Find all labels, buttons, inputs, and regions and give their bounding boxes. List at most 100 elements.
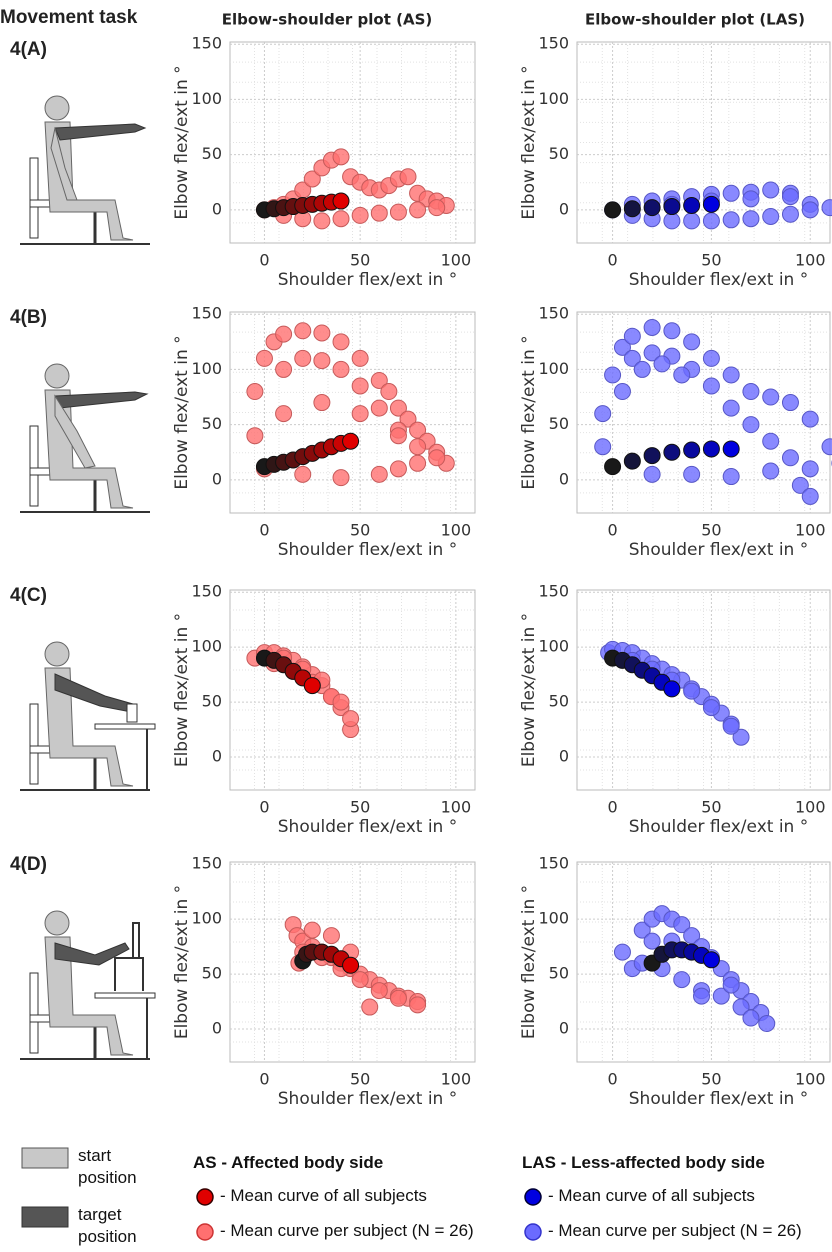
subject-point — [613, 943, 631, 961]
column-title: Elbow-shoulder plot (AS) — [222, 11, 432, 29]
mean-point — [604, 201, 622, 219]
arm — [54, 123, 147, 141]
y-tick-label: 100 — [191, 359, 222, 378]
subject-point — [663, 212, 681, 230]
x-axis-label: Shoulder flex/ext in ° — [278, 817, 457, 837]
subject-point — [821, 438, 832, 456]
body — [44, 936, 134, 1056]
subject-point — [722, 366, 740, 384]
y-axis-label: Elbow flex/ext in ° — [172, 65, 192, 219]
legend-subject-las — [524, 1223, 542, 1241]
y-tick-label: 150 — [538, 304, 569, 323]
subject-point — [742, 416, 760, 434]
subject-point — [389, 399, 407, 417]
x-tick-label: 50 — [350, 521, 370, 540]
subject-point — [722, 468, 740, 486]
subject-point — [623, 327, 641, 345]
y-tick-label: 100 — [191, 909, 222, 928]
mean-point — [663, 443, 681, 461]
table — [94, 992, 156, 999]
y-tick-label: 150 — [191, 34, 222, 53]
legend-as-subject: - Mean curve per subject (N = 26) — [220, 1221, 474, 1240]
chair — [29, 425, 39, 507]
y-tick-label: 0 — [559, 747, 569, 766]
legend-target: target position — [78, 1205, 137, 1246]
subject-point — [370, 982, 388, 1000]
subject-point — [712, 987, 730, 1005]
subject-point — [762, 432, 780, 450]
x-axis-label: Shoulder flex/ext in ° — [278, 270, 457, 290]
legend-las-mean: - Mean curve of all subjects — [548, 1186, 755, 1205]
subject-point — [351, 377, 369, 395]
subject-point — [801, 410, 819, 428]
x-tick-label: 100 — [795, 1070, 826, 1089]
y-tick-label: 100 — [191, 637, 222, 656]
subject-point — [409, 996, 427, 1014]
head — [44, 363, 70, 389]
subject-point — [294, 465, 312, 483]
subject-point — [332, 148, 350, 166]
subject-point — [781, 449, 799, 467]
y-tick-label: 150 — [538, 582, 569, 601]
subject-point — [791, 476, 809, 494]
subject-point — [332, 693, 350, 711]
subject-point — [762, 207, 780, 225]
body — [44, 667, 134, 787]
y-tick-label: 50 — [549, 144, 569, 163]
y-tick-label: 150 — [538, 854, 569, 873]
row-label: 4(B) — [10, 307, 47, 328]
subject-point — [370, 204, 388, 222]
subject-point — [370, 465, 388, 483]
y-tick-label: 50 — [202, 144, 222, 163]
subject-point — [370, 399, 388, 417]
legend-subject-as — [196, 1223, 214, 1241]
subject-point — [702, 349, 720, 367]
x-axis-label: Shoulder flex/ext in ° — [629, 270, 808, 290]
y-tick-label: 0 — [559, 199, 569, 218]
subject-point — [389, 427, 407, 445]
legend-as-mean: - Mean curve of all subjects — [220, 1186, 427, 1205]
subject-point — [781, 205, 799, 223]
mean-point — [604, 458, 622, 476]
x-axis-label: Shoulder flex/ext in ° — [278, 540, 457, 560]
x-axis-label: Shoulder flex/ext in ° — [629, 817, 808, 837]
subject-point — [303, 170, 321, 188]
y-axis-label: Elbow flex/ext in ° — [519, 885, 539, 1039]
subject-point — [643, 932, 661, 950]
x-tick-label: 0 — [607, 251, 617, 270]
mean-point — [702, 951, 720, 969]
subject-point — [303, 921, 321, 939]
subject-point — [613, 383, 631, 401]
subject-point — [594, 405, 612, 423]
x-tick-label: 100 — [795, 521, 826, 540]
subject-point — [762, 462, 780, 480]
y-tick-label: 50 — [549, 692, 569, 711]
head — [44, 95, 70, 121]
y-tick-label: 0 — [212, 747, 222, 766]
subject-point — [332, 210, 350, 228]
y-tick-label: 150 — [191, 582, 222, 601]
subject-point — [389, 203, 407, 221]
subject-point — [742, 190, 760, 208]
x-axis-label: Shoulder flex/ext in ° — [629, 1089, 808, 1109]
person-illustration — [20, 910, 156, 1060]
subject-point — [722, 211, 740, 229]
subject-point — [246, 383, 264, 401]
subject-point — [673, 971, 691, 989]
subject-point — [322, 927, 340, 945]
subject-point — [702, 377, 720, 395]
x-tick-label: 100 — [441, 521, 472, 540]
subject-point — [313, 394, 331, 412]
subject-point — [246, 427, 264, 445]
row-label: 4(A) — [10, 39, 47, 60]
y-tick-label: 0 — [212, 199, 222, 218]
subject-point — [613, 338, 631, 356]
arm — [50, 127, 78, 201]
subject-point — [693, 987, 711, 1005]
subject-point — [275, 325, 293, 343]
y-tick-label: 50 — [549, 414, 569, 433]
legend-las-title: LAS - Less-affected body side — [522, 1153, 765, 1172]
y-axis-label: Elbow flex/ext in ° — [172, 885, 192, 1039]
y-axis-label: Elbow flex/ext in ° — [172, 613, 192, 767]
